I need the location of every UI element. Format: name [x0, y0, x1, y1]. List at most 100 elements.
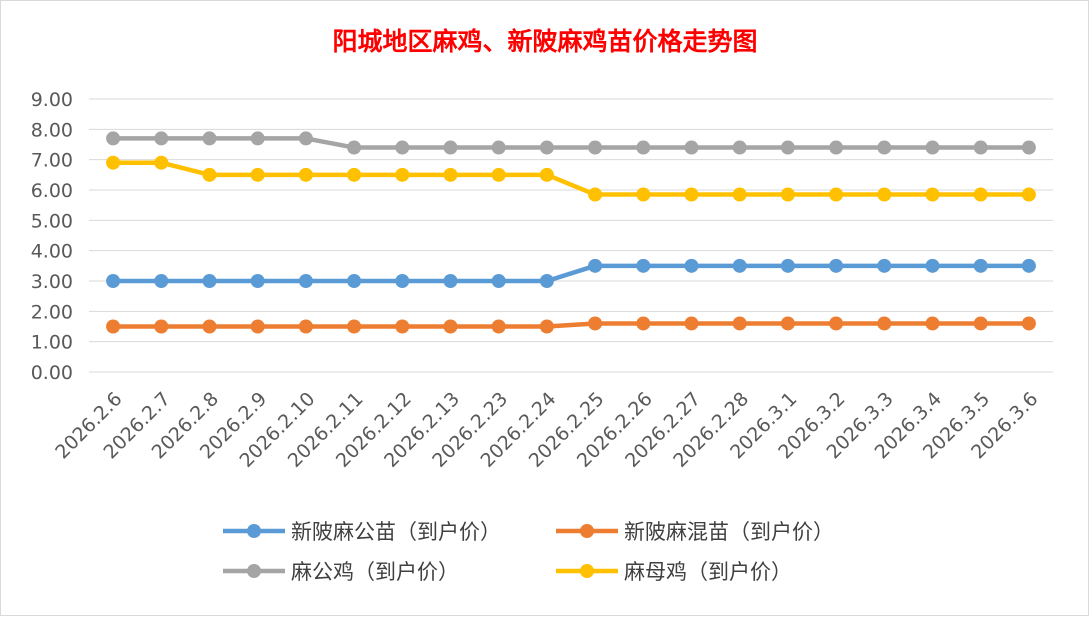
- y-tick-label: 2.00: [31, 301, 73, 323]
- legend-label: 新陂麻混苗（到户价）: [624, 520, 834, 544]
- y-axis-ticks: 0.00 1.00 2.00 3.00 4.00 5.00 6.00 7.00 8.00 9.00: [31, 89, 73, 384]
- data-point: [395, 167, 410, 182]
- data-point: [1021, 316, 1036, 331]
- data-point: [106, 131, 121, 146]
- data-point: [298, 131, 313, 146]
- y-tick-label: 6.00: [31, 180, 73, 202]
- data-point: [154, 274, 169, 288]
- data-point: [973, 140, 988, 155]
- data-point: [973, 316, 988, 331]
- data-point: [539, 167, 554, 182]
- data-point: [925, 258, 940, 273]
- data-point: [298, 319, 313, 334]
- data-point: [106, 155, 121, 170]
- legend-marker: [247, 564, 261, 578]
- data-point: [491, 167, 506, 182]
- data-point: [106, 319, 121, 334]
- data-point: [780, 140, 795, 155]
- data-point: [395, 274, 410, 288]
- data-point: [877, 140, 892, 155]
- data-point: [491, 140, 506, 155]
- data-point: [1021, 140, 1036, 155]
- data-point: [347, 140, 362, 155]
- data-point: [780, 258, 795, 273]
- data-point: [347, 319, 362, 334]
- series-0: [106, 258, 1036, 288]
- legend: 新陂麻公苗（到户价） 新陂麻混苗（到户价） 麻公鸡（到户价） 麻母鸡（到户价）: [223, 520, 834, 584]
- data-point: [539, 140, 554, 155]
- y-tick-label: 1.00: [31, 332, 73, 354]
- data-point: [202, 167, 217, 182]
- data-point: [588, 140, 603, 155]
- data-point: [829, 258, 844, 273]
- series-line: [110, 160, 1032, 197]
- data-point: [250, 319, 265, 334]
- data-point: [925, 316, 940, 331]
- legend-label: 新陂麻公苗（到户价）: [291, 520, 501, 544]
- data-point: [684, 187, 699, 202]
- data-point: [732, 258, 747, 273]
- data-point: [202, 274, 217, 288]
- data-point: [347, 167, 362, 182]
- series-line: [110, 136, 1032, 150]
- data-point: [684, 316, 699, 331]
- data-point: [298, 167, 313, 182]
- data-point: [154, 131, 169, 146]
- data-point: [925, 140, 940, 155]
- data-point: [636, 140, 651, 155]
- series-2: [106, 131, 1036, 155]
- data-point: [636, 258, 651, 273]
- data-point: [250, 167, 265, 182]
- y-tick-label: 4.00: [31, 241, 73, 263]
- series-line: [110, 263, 1032, 284]
- data-point: [395, 319, 410, 334]
- data-point: [588, 258, 603, 273]
- data-point: [829, 316, 844, 331]
- data-point: [491, 274, 506, 288]
- data-point: [684, 258, 699, 273]
- y-tick-label: 8.00: [31, 119, 73, 141]
- series-3: [106, 155, 1036, 202]
- y-tick-label: 9.00: [31, 89, 73, 111]
- series-lines: [106, 131, 1036, 334]
- data-point: [973, 258, 988, 273]
- legend-item: 新陂麻混苗（到户价）: [556, 520, 834, 544]
- data-point: [732, 316, 747, 331]
- data-point: [684, 140, 699, 155]
- legend-item: 麻公鸡（到户价）: [223, 560, 459, 584]
- data-point: [636, 187, 651, 202]
- series-1: [106, 316, 1036, 334]
- legend-item: 麻母鸡（到户价）: [556, 560, 792, 584]
- data-point: [202, 131, 217, 146]
- y-tick-label: 5.00: [31, 210, 73, 232]
- data-point: [250, 274, 265, 288]
- chart-title: 阳城地区麻鸡、新陂麻鸡苗价格走势图: [332, 27, 757, 56]
- legend-marker: [580, 564, 594, 578]
- legend-marker: [247, 524, 261, 538]
- legend-label: 麻母鸡（到户价）: [624, 560, 792, 584]
- legend-marker: [580, 524, 594, 538]
- data-point: [780, 187, 795, 202]
- data-point: [636, 316, 651, 331]
- data-point: [154, 155, 169, 170]
- data-point: [588, 316, 603, 331]
- data-point: [877, 316, 892, 331]
- data-point: [250, 131, 265, 146]
- y-tick-label: 7.00: [31, 150, 73, 172]
- data-point: [154, 319, 169, 334]
- x-axis-ticks: 2026.2.62026.2.72026.2.82026.2.92026.2.1…: [51, 388, 1042, 472]
- data-point: [973, 187, 988, 202]
- y-tick-label: 3.00: [31, 271, 73, 293]
- data-point: [443, 319, 458, 334]
- data-point: [1021, 187, 1036, 202]
- series-line: [110, 321, 1032, 329]
- data-point: [829, 187, 844, 202]
- data-point: [347, 274, 362, 288]
- data-point: [829, 140, 844, 155]
- legend-item: 新陂麻公苗（到户价）: [223, 520, 501, 544]
- data-point: [732, 140, 747, 155]
- data-point: [443, 167, 458, 182]
- data-point: [395, 140, 410, 155]
- data-point: [539, 319, 554, 334]
- data-point: [877, 187, 892, 202]
